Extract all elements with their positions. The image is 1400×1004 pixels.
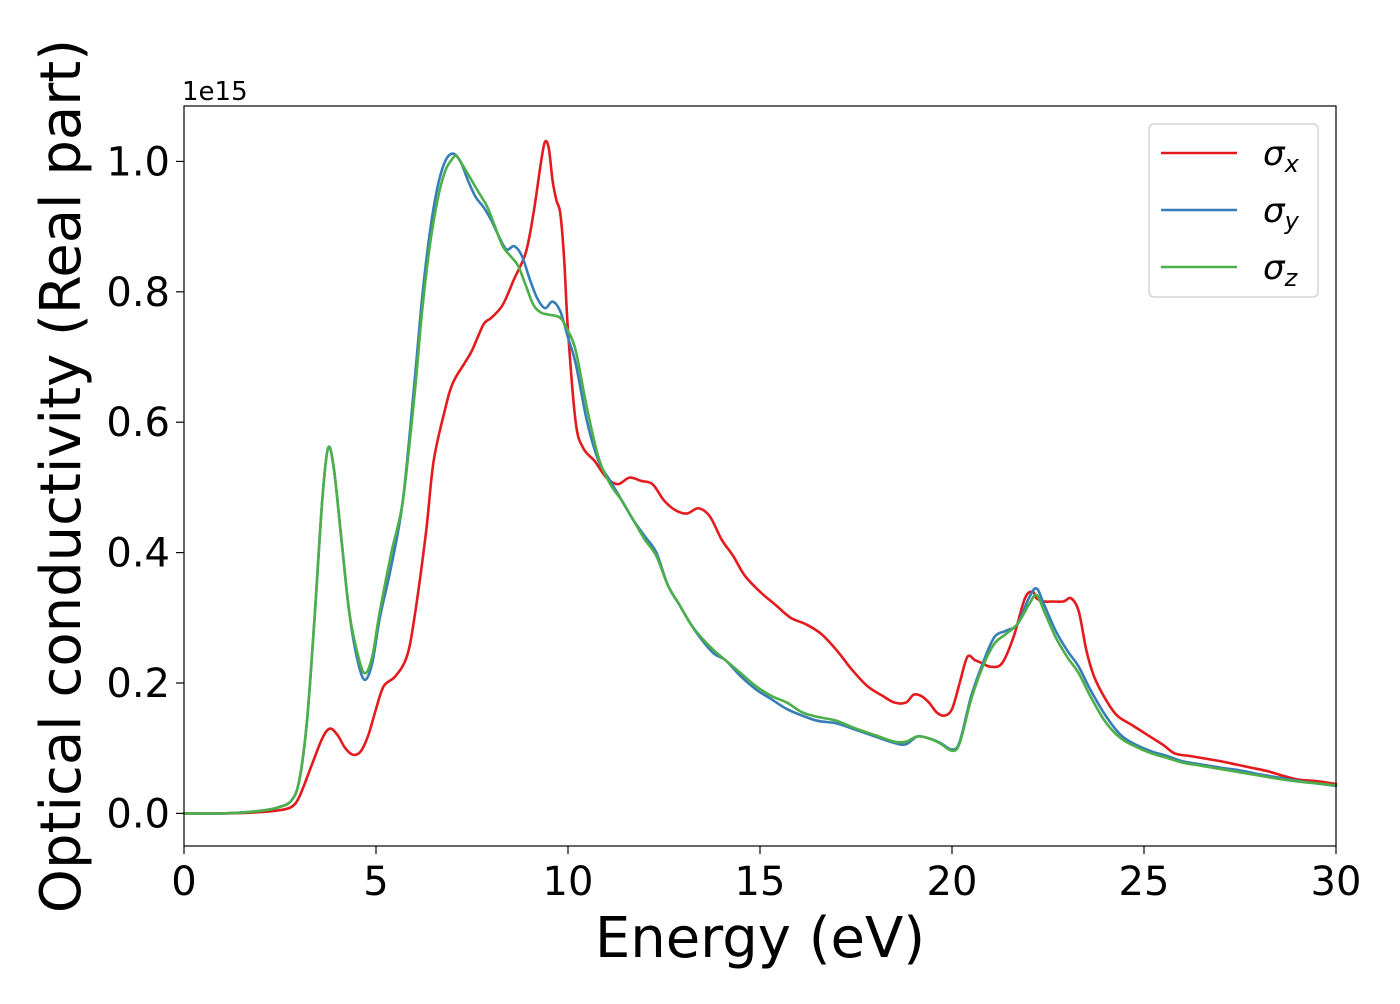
x-axis-label: Energy (eV) bbox=[595, 906, 925, 971]
x-tick-label: 0 bbox=[171, 859, 196, 905]
x-tick-label: 15 bbox=[735, 859, 786, 905]
legend-label-z: σz bbox=[1263, 248, 1299, 292]
x-tick-label: 5 bbox=[363, 859, 388, 905]
y-axis-label: Optical conductivity (Real part) bbox=[29, 39, 94, 913]
y-tick-label: 0.4 bbox=[106, 531, 170, 577]
x-tick-label: 10 bbox=[543, 859, 594, 905]
x-tick-label: 30 bbox=[1311, 859, 1362, 905]
x-axis: 0 5 10 15 20 25 30 bbox=[171, 846, 1361, 905]
series-line-z bbox=[182, 154, 1338, 815]
y-tick-label: 0.0 bbox=[106, 791, 170, 837]
legend: σx σy σz bbox=[1148, 123, 1319, 298]
y-tick-label: 1.0 bbox=[106, 139, 170, 185]
x-tick-label: 25 bbox=[1119, 859, 1170, 905]
x-tick-label: 20 bbox=[927, 859, 978, 905]
y-axis: 0.0 0.2 0.4 0.6 0.8 1.0 bbox=[106, 139, 184, 837]
series-layer bbox=[182, 139, 1338, 815]
y-tick-label: 0.2 bbox=[106, 661, 170, 707]
series-line-x bbox=[182, 139, 1338, 815]
y-tick-label: 0.8 bbox=[106, 270, 170, 316]
y-offset-label: 1e15 bbox=[182, 77, 248, 107]
legend-items: σx σy σz bbox=[1161, 134, 1300, 292]
legend-label-x: σx bbox=[1263, 134, 1300, 178]
legend-label-y: σy bbox=[1263, 191, 1300, 235]
y-tick-label: 0.6 bbox=[106, 400, 170, 446]
